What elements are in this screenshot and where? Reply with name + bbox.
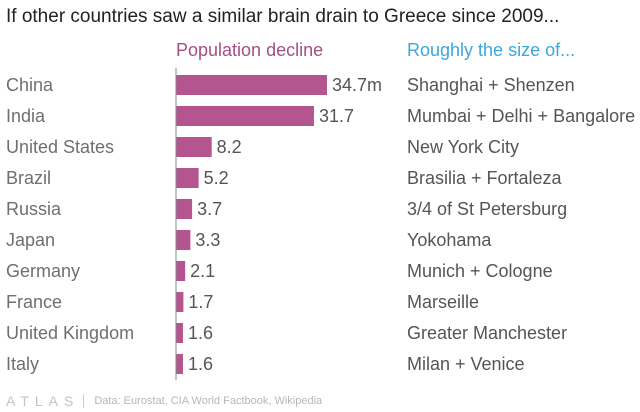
size-equivalent-label: 3/4 of St Petersburg [407, 199, 567, 219]
bar [176, 106, 314, 126]
value-label: 1.7 [188, 292, 213, 312]
size-equivalent-label: Munich + Cologne [407, 261, 553, 281]
bar [176, 354, 183, 374]
bar [176, 137, 212, 157]
country-label: Italy [6, 354, 39, 374]
country-label: Brazil [6, 168, 51, 188]
value-label: 3.7 [197, 199, 222, 219]
footer-divider [83, 394, 85, 408]
value-label: 5.2 [204, 168, 229, 188]
size-equivalent-label: Brasilia + Fortaleza [407, 168, 563, 188]
bar [176, 292, 184, 312]
country-label: China [6, 75, 54, 95]
atlas-logo[interactable]: ATLAS [6, 393, 80, 409]
size-equivalent-label: Shanghai + Shenzen [407, 75, 575, 95]
country-label: United Kingdom [6, 323, 134, 343]
value-label: 3.3 [195, 230, 220, 250]
country-label: Japan [6, 230, 55, 250]
size-equivalent-label: Yokohama [407, 230, 492, 250]
size-equivalent-label: Greater Manchester [407, 323, 567, 343]
size-equivalent-label: Mumbai + Delhi + Bangalore [407, 106, 635, 126]
country-label: India [6, 106, 46, 126]
country-label: Russia [6, 199, 62, 219]
size-equivalent-label: Milan + Venice [407, 354, 525, 374]
size-equivalent-label: New York City [407, 137, 519, 157]
population-decline-header: Population decline [176, 40, 324, 60]
chart-title: If other countries saw a similar brain d… [6, 6, 560, 27]
bar [176, 199, 193, 219]
value-label: 1.6 [188, 323, 213, 343]
value-label: 31.7 [319, 106, 354, 126]
value-label: 2.1 [190, 261, 215, 281]
bar [176, 168, 199, 188]
bar [176, 230, 191, 250]
value-label: 1.6 [188, 354, 213, 374]
bar [176, 261, 186, 281]
country-label: Germany [6, 261, 80, 281]
value-label: 8.2 [217, 137, 242, 157]
size-equivalent-label: Marseille [407, 292, 479, 312]
footer: ATLAS Data: Eurostat, CIA World Factbook… [6, 393, 322, 409]
country-label: United States [6, 137, 114, 157]
source-note: Data: Eurostat, CIA World Factbook, Wiki… [94, 395, 323, 407]
roughly-size-header: Roughly the size of... [407, 40, 576, 60]
country-label: France [6, 292, 62, 312]
bar [176, 75, 327, 95]
value-label: 34.7m [332, 75, 382, 95]
bar [176, 323, 183, 343]
